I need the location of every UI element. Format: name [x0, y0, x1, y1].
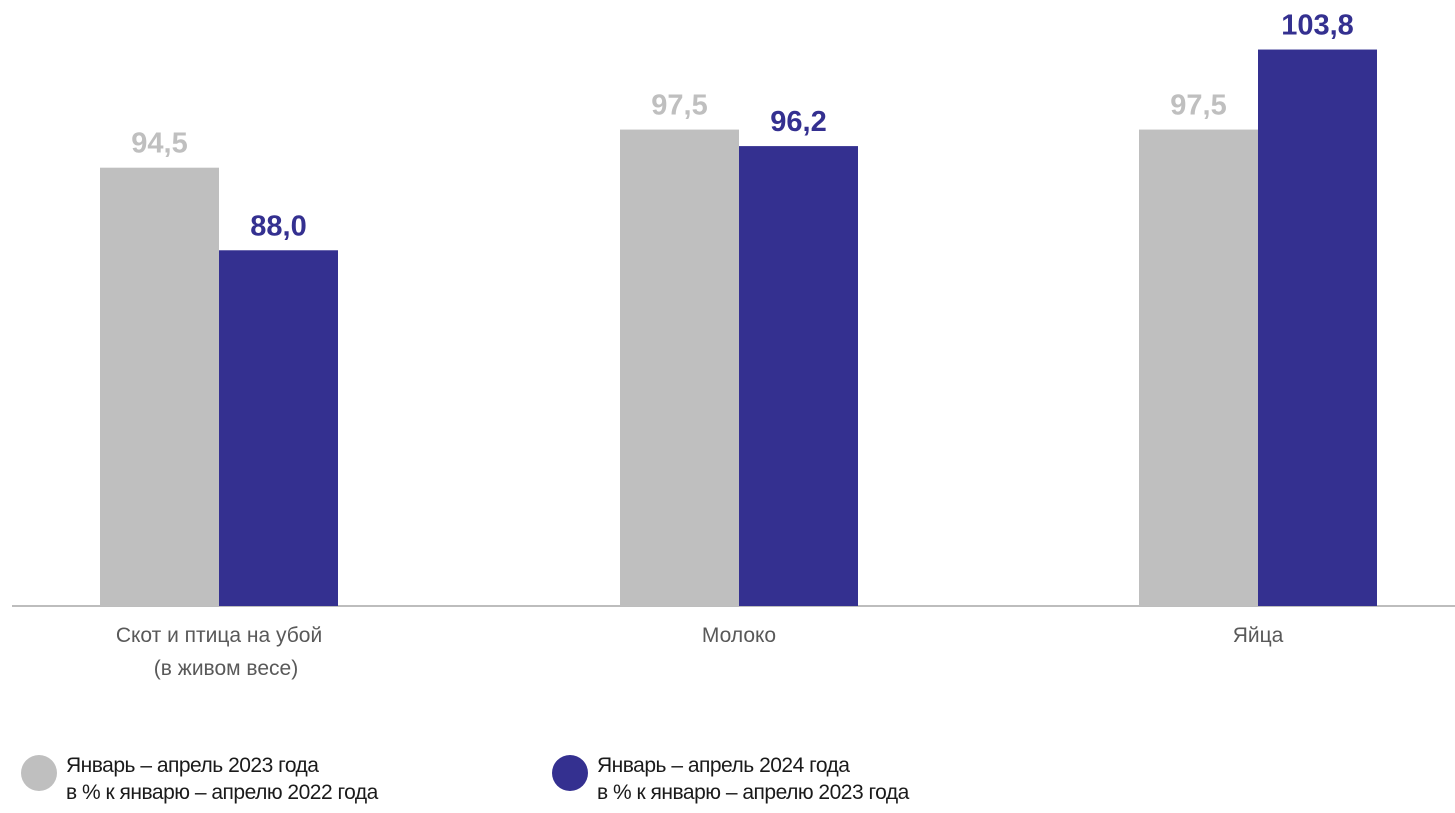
legend-label-2024: Январь – апрель 2024 года в % к январю –… — [597, 752, 909, 806]
legend-label-2024-line1: Январь – апрель 2024 года — [597, 754, 850, 777]
bar-series2-cat2 — [739, 146, 858, 606]
legend-item-2024: Январь – апрель 2024 года в % к январю –… — [552, 752, 909, 806]
category-label-1-line2: (в живом весе) — [154, 657, 298, 680]
bar-series1-cat2 — [620, 129, 739, 607]
legend-item-2023: Январь – апрель 2023 года в % к январю –… — [21, 752, 378, 806]
legend-label-2023: Январь – апрель 2023 года в % к январю –… — [66, 752, 378, 806]
data-label-series2-cat1: 88,0 — [250, 210, 306, 242]
category-label-1-line1: Скот и птица на убой — [116, 624, 322, 647]
legend-label-2023-line1: Январь – апрель 2023 года — [66, 754, 319, 777]
data-label-series2-cat2: 96,2 — [770, 106, 826, 138]
data-label-series1-cat1: 94,5 — [131, 128, 187, 160]
legend-swatch-2023 — [21, 755, 57, 791]
bar-series1-cat1 — [100, 167, 219, 606]
category-label-3-line1: Яйца — [1233, 624, 1284, 647]
legend-label-2024-line2: в % к январю – апрелю 2023 года — [597, 781, 909, 804]
category-label-2-line1: Молоко — [702, 624, 776, 647]
bar-series1-cat3 — [1139, 129, 1258, 607]
bar-series2-cat3 — [1258, 49, 1377, 607]
data-label-series1-cat2: 97,5 — [651, 90, 707, 122]
data-label-series1-cat3: 97,5 — [1170, 90, 1226, 122]
bar-series2-cat1 — [219, 250, 338, 607]
data-label-series2-cat3: 103,8 — [1281, 10, 1354, 42]
legend-swatch-2024 — [552, 755, 588, 791]
legend-label-2023-line2: в % к январю – апрелю 2022 года — [66, 781, 378, 804]
